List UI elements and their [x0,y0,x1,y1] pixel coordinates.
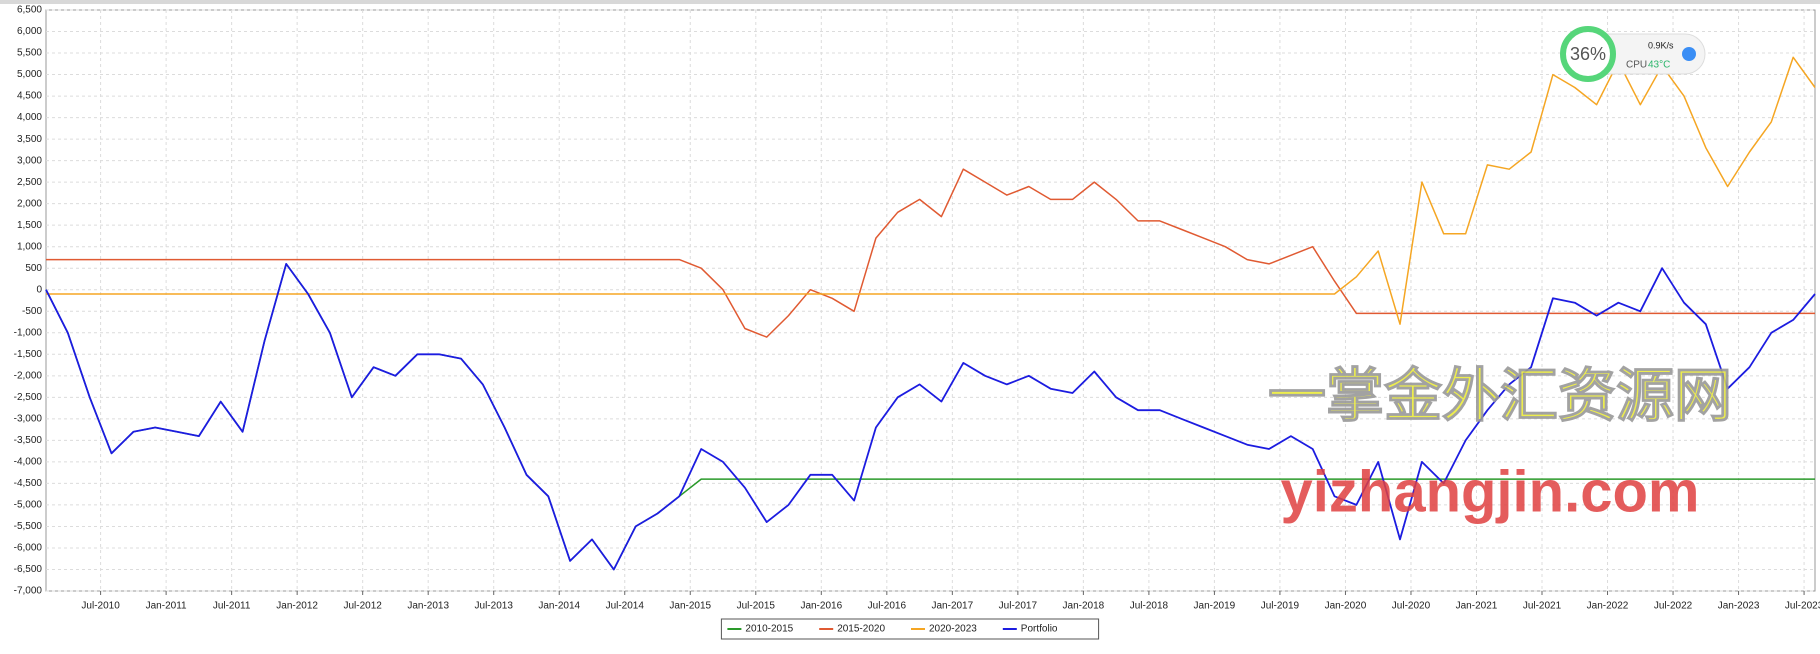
tab-strip [0,0,1820,4]
x-tick-label: Jan-2019 [1194,601,1236,612]
x-tick-label: Jul-2011 [213,601,251,612]
widget-ring [1560,26,1616,82]
x-tick-label: Jul-2015 [737,601,776,612]
y-tick-label: -5,000 [14,500,43,511]
y-tick-label: 6,000 [17,26,42,37]
y-tick-label: 1,500 [17,220,42,231]
x-tick-label: Jul-2021 [1523,601,1562,612]
y-tick-label: 2,500 [17,177,42,188]
x-tick-label: Jul-2010 [81,601,120,612]
y-tick-label: 1,000 [17,241,42,252]
widget-button[interactable] [1682,47,1696,61]
legend-label: Portfolio [1021,624,1058,635]
x-tick-label: Jul-2023 [1785,601,1820,612]
y-tick-label: -500 [22,306,42,317]
x-tick-label: Jul-2017 [999,601,1038,612]
x-tick-label: Jul-2020 [1392,601,1431,612]
y-tick-label: 5,000 [17,69,42,80]
watermark-text: 一掌金外汇资源网 [1268,363,1732,428]
x-tick-label: Jan-2014 [538,601,580,612]
series-line [46,56,1816,325]
series-line [46,168,1815,338]
x-tick-label: Jan-2017 [931,601,973,612]
y-tick-label: 6,500 [17,5,42,16]
x-tick-label: Jul-2018 [1130,601,1169,612]
x-tick-label: Jul-2022 [1654,601,1693,612]
plot-area: -7,000 -6,500 -6,000 -5,500 -5,000 -4,500 -4,0… [14,5,1820,612]
x-tick-label: Jan-2020 [1325,601,1367,612]
widget-cpu-temp: 43°C [1648,60,1670,71]
y-tick-label: 4,000 [17,112,42,123]
x-tick-label: Jan-2013 [407,601,449,612]
legend-label: 2015-2020 [837,624,885,635]
x-tick-label: Jan-2018 [1063,601,1105,612]
y-tick-label: -1,500 [14,349,43,360]
legend-label: 2020-2023 [929,624,977,635]
y-tick-label: 3,500 [17,134,42,145]
x-tick-label: Jan-2021 [1456,601,1498,612]
y-tick-label: 2,000 [17,198,42,209]
x-tick-label: Jul-2012 [343,601,382,612]
x-tick-label: Jan-2015 [669,601,711,612]
system-widget: 36% 0.9K/s CPU 43°C [1560,26,1706,82]
x-tick-label: Jul-2013 [475,601,514,612]
x-tick-label: Jan-2011 [146,601,187,612]
y-tick-label: -7,000 [14,586,43,597]
x-tick-label: Jan-2022 [1587,601,1629,612]
y-tick-label: 5,500 [17,48,42,59]
y-tick-label: -2,500 [14,392,43,403]
widget-cpu-label: CPU [1626,60,1647,71]
y-tick-label: 500 [25,263,42,274]
x-tick-label: Jul-2014 [606,601,645,612]
y-tick-label: -5,500 [14,521,43,532]
y-tick-label: -6,000 [14,543,43,554]
y-tick-label: 0 [36,284,42,295]
y-tick-label: -3,500 [14,435,43,446]
y-tick-label: -2,000 [14,370,43,381]
y-tick-label: 4,500 [17,91,42,102]
x-tick-label: Jul-2019 [1261,601,1300,612]
y-tick-label: -6,500 [14,564,43,575]
x-tick-label: Jan-2012 [276,601,318,612]
y-tick-label: -3,000 [14,413,43,424]
legend-box [720,618,1100,640]
y-tick-label: -4,500 [14,478,43,489]
y-tick-label: 3,000 [17,155,42,166]
widget-speed: 0.9K/s [1648,40,1674,50]
y-tick-label: -1,000 [14,327,43,338]
watermark-url: yizhangjin.com [1281,459,1700,524]
y-tick-label: -4,000 [14,457,43,468]
widget-percent: 36% [1570,44,1606,64]
series-line [45,263,1816,571]
legend-label: 2010-2015 [745,624,793,635]
x-tick-label: Jan-2023 [1718,601,1760,612]
x-tick-label: Jul-2016 [868,601,907,612]
x-tick-label: Jan-2016 [800,601,842,612]
legend: 2010-2015 2015-2020 2020-2023 Portfolio [720,618,1100,640]
